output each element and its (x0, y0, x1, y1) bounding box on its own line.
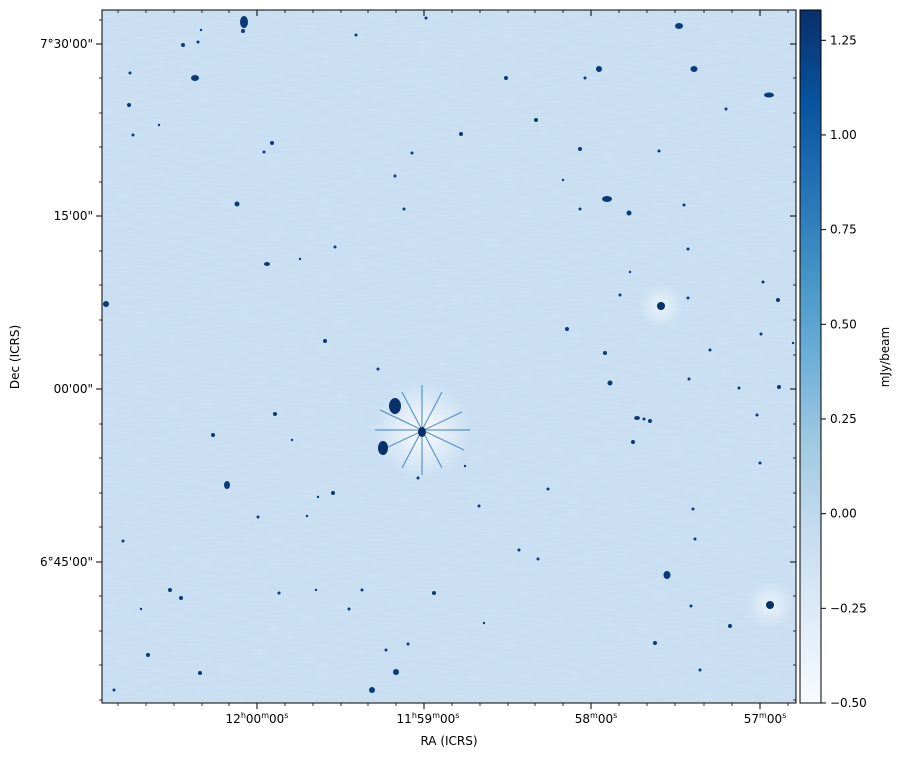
dec-tick-marks (96, 43, 796, 563)
colorbar-tick-label: 1.25 (830, 33, 857, 47)
x-axis-label: RA (ICRS) (420, 734, 477, 748)
colorbar-ticks: 1.25 1.00 0.75 0.50 0.25 0.00 −0.25 −0.50 (821, 33, 867, 710)
point-sources (103, 16, 795, 693)
colorbar-tick-label: 0.25 (830, 412, 857, 426)
dec-minor-ticks (99, 19, 796, 701)
image-frame (101, 9, 797, 704)
sky-image (102, 10, 796, 703)
colorbar-tick-label: −0.50 (830, 696, 867, 710)
dec-label-00m: 00'00" (54, 382, 93, 396)
colorbar-tick-label: −0.25 (830, 601, 867, 615)
dec-label-15m: 15'00" (54, 209, 93, 223)
dec-label-6d45m: 6°45'00" (40, 555, 93, 569)
ra-minor-ticks (117, 10, 789, 706)
colorbar-tick-label: 0.00 (830, 507, 857, 521)
ra-label-57m00s: 57m00s (744, 711, 787, 726)
ra-tick-labels: 12h00m00s 11h59m00s 58m00s 57m00s (226, 711, 787, 726)
colorbar-tick-label: 1.00 (830, 128, 857, 142)
bright-central-source (374, 382, 470, 478)
dec-label-7d30m: 7°30'00" (40, 37, 93, 51)
colorbar-gradient (799, 9, 822, 704)
colorbar: 1.25 1.00 0.75 0.50 0.25 0.00 −0.25 −0.50 mJy/b… (799, 9, 892, 710)
colorbar-tick-label: 0.75 (830, 223, 857, 237)
y-axis-label: Dec (ICRS) (8, 325, 22, 389)
colorbar-tick-label: 0.50 (830, 317, 857, 331)
secondary-burst-east (639, 284, 683, 328)
dec-tick-labels: 7°30'00" 15'00" 00'00" 6°45'00" (40, 37, 93, 569)
ra-label-12h00m00s: 12h00m00s (226, 711, 289, 726)
ra-tick-marks (256, 10, 761, 709)
noise-texture-2 (102, 10, 796, 703)
secondary-burst-southeast (746, 581, 794, 629)
ra-label-11h59m00s: 11h59m00s (397, 711, 460, 726)
ra-label-58m00s: 58m00s (575, 711, 618, 726)
colorbar-label: mJy/beam (878, 327, 892, 387)
